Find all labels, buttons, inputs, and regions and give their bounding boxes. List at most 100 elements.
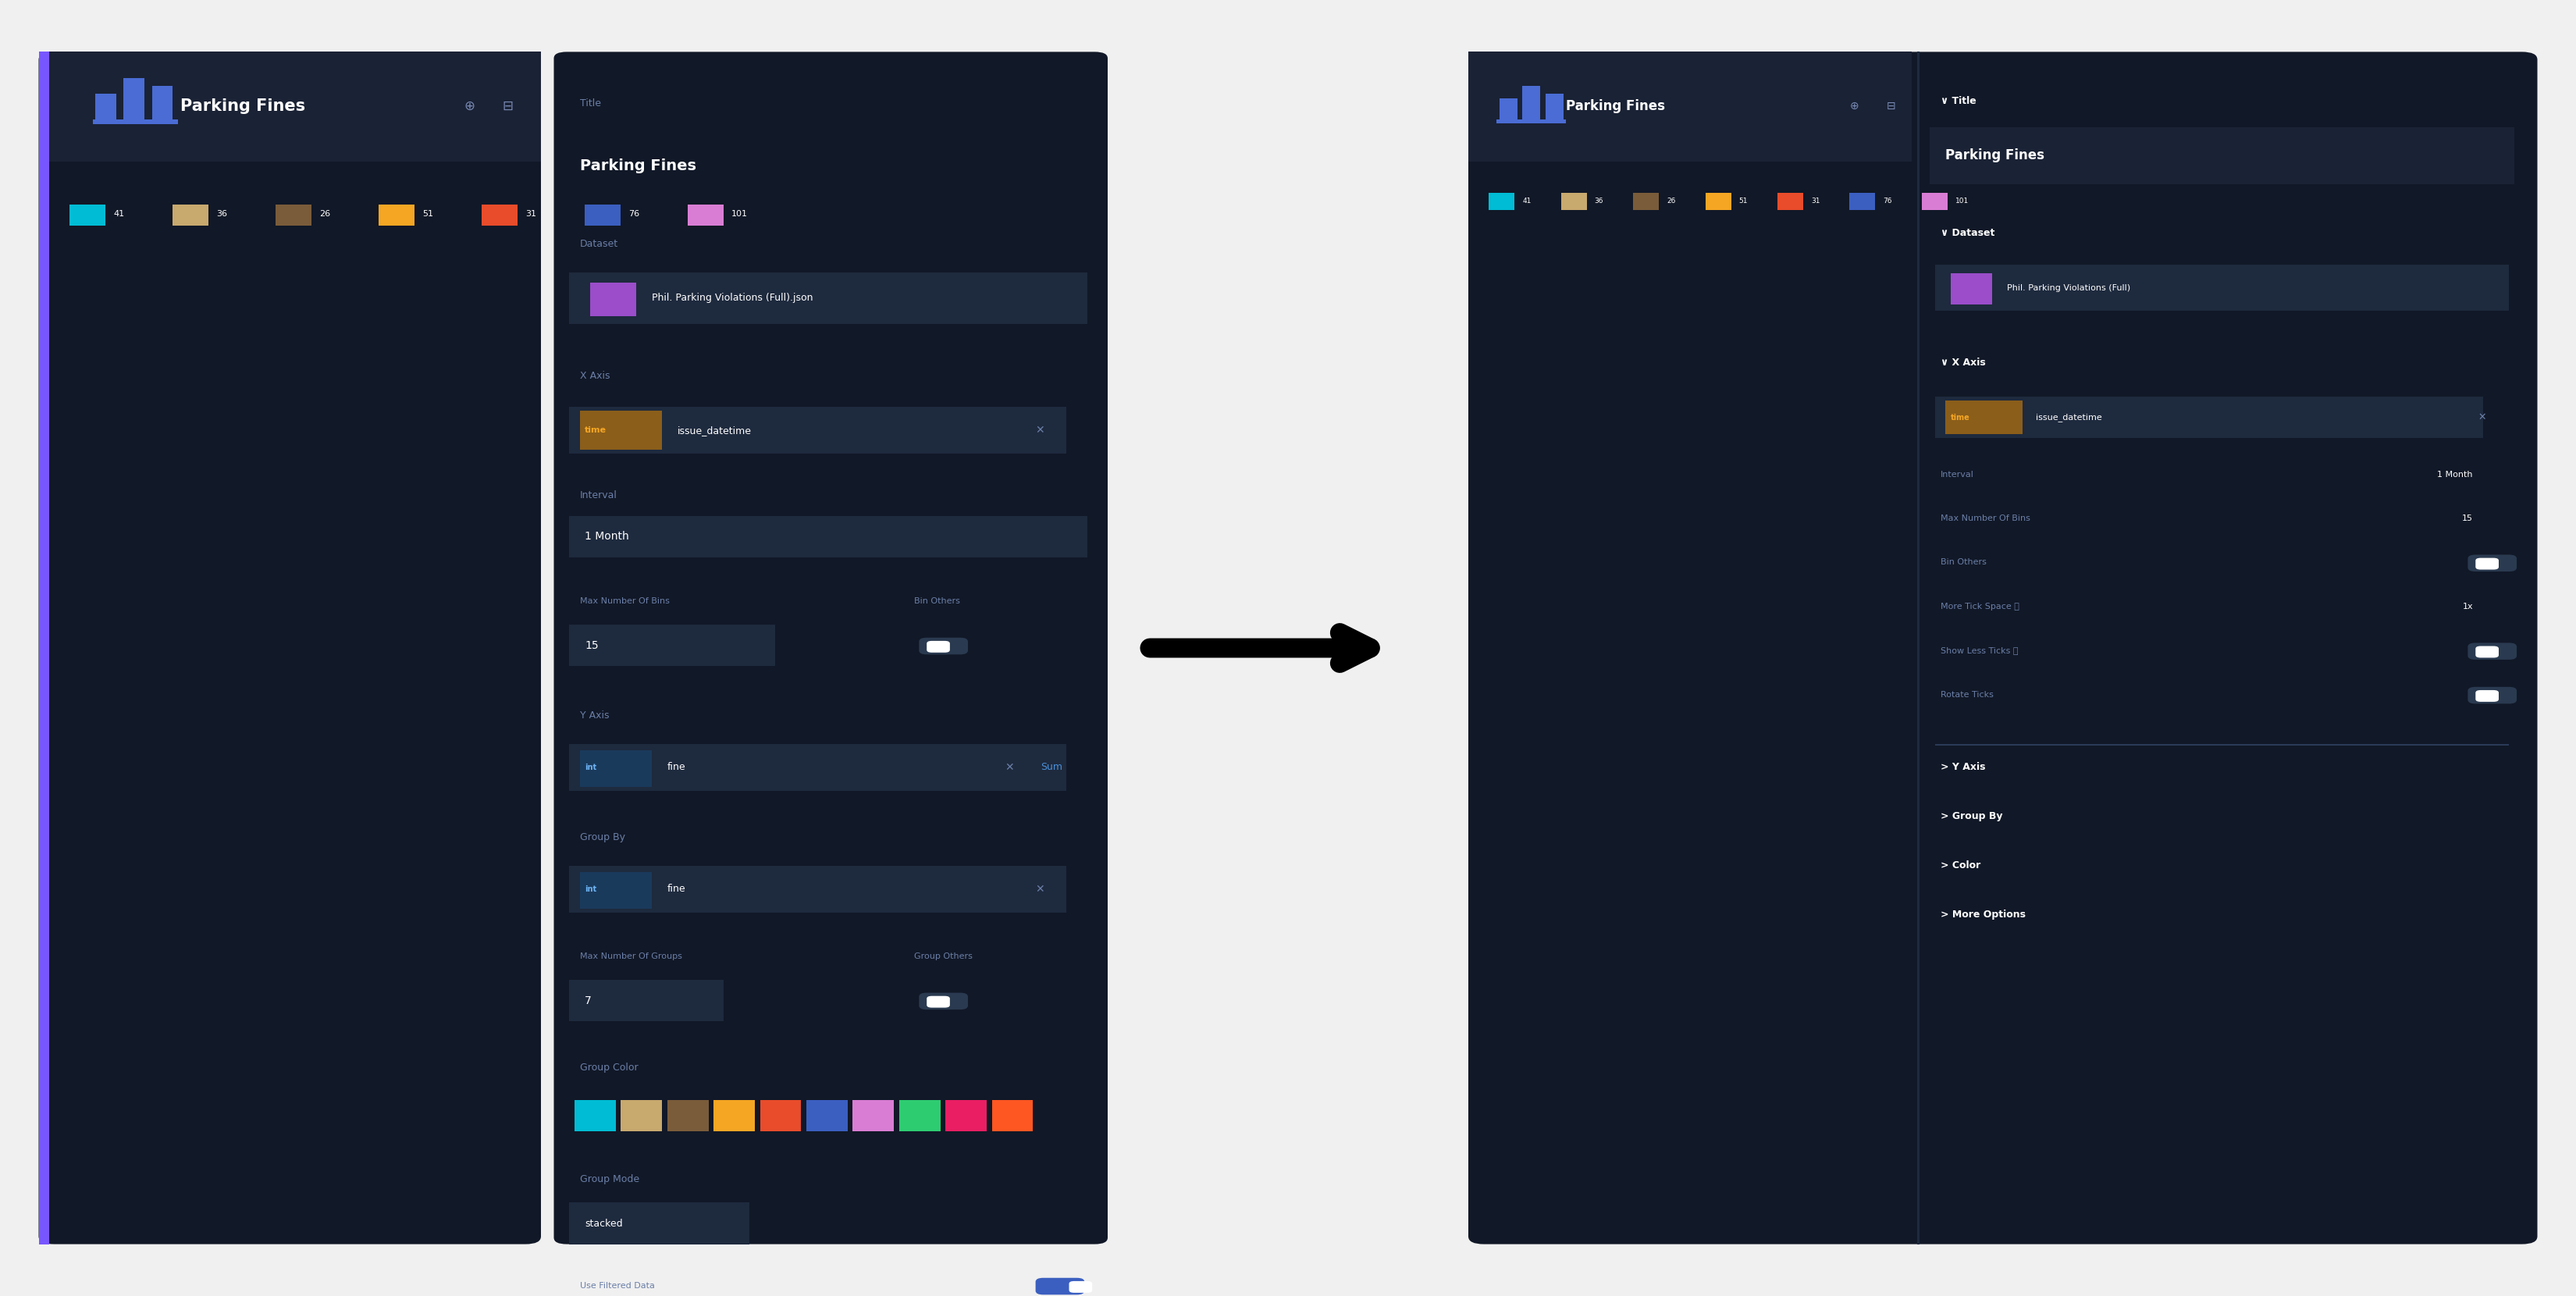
- Bar: [273, 607, 299, 614]
- Bar: [1873, 689, 1896, 827]
- Text: Dataset: Dataset: [580, 238, 618, 249]
- Bar: [1553, 1156, 1577, 1166]
- Bar: [1584, 443, 1607, 454]
- Bar: [1816, 933, 1837, 1095]
- Text: fine: fine: [667, 762, 685, 772]
- Bar: [147, 1080, 170, 1083]
- Bar: [147, 1156, 170, 1166]
- Bar: [1816, 1095, 1837, 1166]
- Text: ∨ X Axis: ∨ X Axis: [1940, 358, 1986, 368]
- Bar: [1728, 836, 1752, 912]
- Bar: [399, 477, 425, 486]
- Text: 15: 15: [585, 640, 598, 651]
- Bar: [368, 822, 392, 902]
- Bar: [1641, 911, 1664, 1087]
- Bar: [1873, 474, 1896, 657]
- Bar: [147, 1085, 170, 1095]
- Bar: [464, 1089, 487, 1166]
- Text: 36: 36: [216, 210, 227, 218]
- Bar: [242, 461, 265, 472]
- Bar: [1553, 1085, 1577, 1095]
- Text: 31: 31: [1811, 197, 1819, 205]
- Bar: [430, 723, 456, 744]
- Bar: [1728, 513, 1752, 675]
- Bar: [1584, 897, 1607, 1080]
- Bar: [1816, 723, 1837, 744]
- Bar: [1700, 1089, 1723, 1166]
- Text: ✕: ✕: [1005, 762, 1015, 772]
- Text: ∨ Dataset: ∨ Dataset: [1940, 228, 1994, 238]
- Bar: [209, 888, 234, 1081]
- Bar: [178, 1080, 204, 1166]
- Text: Phil. Parking Violations (Full).json: Phil. Parking Violations (Full).json: [652, 293, 814, 303]
- Bar: [337, 912, 361, 1089]
- Bar: [1816, 744, 1837, 862]
- Bar: [1641, 833, 1664, 911]
- Text: time: time: [585, 426, 605, 434]
- Text: ∨ Title: ∨ Title: [1940, 96, 1976, 106]
- Text: Parking Fines: Parking Fines: [1566, 100, 1664, 113]
- Bar: [1641, 472, 1664, 654]
- Bar: [1873, 827, 1896, 905]
- Bar: [1844, 492, 1868, 500]
- Text: 7: 7: [585, 995, 592, 1006]
- Bar: [1785, 912, 1808, 1089]
- Bar: [304, 450, 330, 460]
- Text: 41: 41: [1522, 197, 1530, 205]
- Text: int: int: [585, 885, 598, 893]
- Bar: [337, 1089, 361, 1166]
- Bar: [273, 770, 299, 883]
- Bar: [1873, 657, 1896, 689]
- Text: Phil. Parking Violations (Full): Phil. Parking Violations (Full): [2007, 284, 2130, 292]
- Bar: [304, 906, 330, 1089]
- Text: issue_datetime: issue_datetime: [677, 425, 752, 435]
- Bar: [1785, 477, 1808, 486]
- Bar: [1613, 429, 1636, 439]
- Bar: [1553, 1116, 1577, 1156]
- Text: 101: 101: [1955, 197, 1968, 205]
- Bar: [1700, 906, 1723, 1089]
- Bar: [399, 701, 425, 836]
- Bar: [1613, 1081, 1636, 1166]
- Text: 36: 36: [1595, 197, 1602, 205]
- Bar: [1613, 612, 1636, 657]
- Bar: [1669, 955, 1692, 1113]
- Bar: [1757, 639, 1780, 679]
- Bar: [464, 916, 487, 1089]
- Bar: [1785, 701, 1808, 836]
- Bar: [1669, 607, 1692, 614]
- Text: ✕: ✕: [1036, 884, 1046, 894]
- Text: 51: 51: [1739, 197, 1747, 205]
- Bar: [368, 456, 392, 639]
- Bar: [304, 643, 330, 683]
- Bar: [430, 1095, 456, 1166]
- Bar: [273, 746, 299, 770]
- Text: Sum: Sum: [1041, 762, 1061, 772]
- Bar: [1553, 1080, 1577, 1083]
- FancyArrowPatch shape: [1149, 632, 1370, 664]
- Text: 41: 41: [113, 210, 124, 218]
- Bar: [1613, 804, 1636, 888]
- Bar: [1700, 450, 1723, 460]
- Bar: [1700, 643, 1723, 683]
- Bar: [147, 1095, 170, 1116]
- Bar: [1641, 461, 1664, 472]
- Text: issue_datetime: issue_datetime: [2035, 413, 2102, 421]
- Bar: [368, 446, 392, 456]
- Text: 26: 26: [319, 210, 330, 218]
- Bar: [495, 689, 520, 827]
- Text: > More Options: > More Options: [1940, 910, 2025, 920]
- Text: Max Number Of Groups: Max Number Of Groups: [580, 953, 683, 960]
- Text: 26: 26: [1667, 197, 1674, 205]
- Bar: [1728, 675, 1752, 705]
- Bar: [368, 1085, 392, 1166]
- Text: Show Less Ticks ⓘ: Show Less Ticks ⓘ: [1940, 647, 2017, 654]
- Bar: [1728, 503, 1752, 513]
- Text: Group Color: Group Color: [580, 1063, 639, 1073]
- Text: Parking Fines: Parking Fines: [180, 98, 307, 114]
- Bar: [1553, 1095, 1577, 1116]
- Text: 15: 15: [2463, 515, 2473, 522]
- Bar: [1844, 712, 1868, 841]
- Bar: [368, 639, 392, 679]
- Bar: [304, 826, 330, 906]
